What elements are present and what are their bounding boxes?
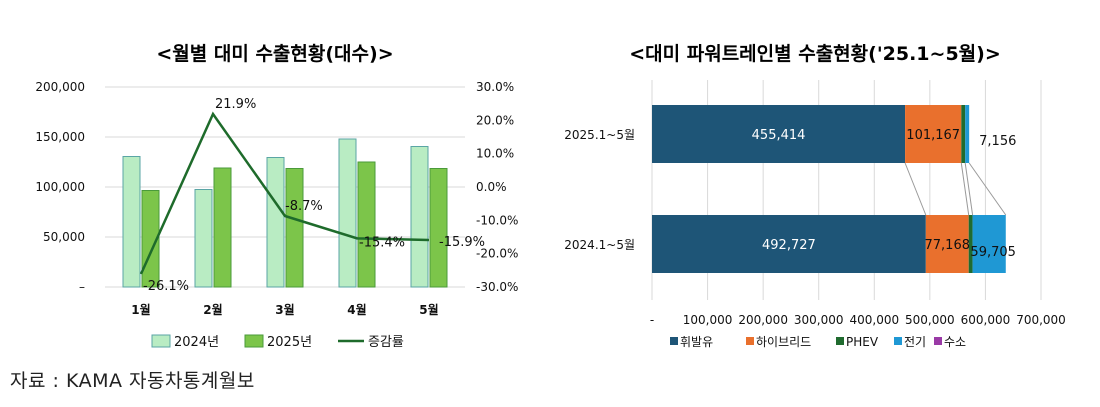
data-label: 77,168 [925, 238, 971, 253]
growth-rate-label: 21.9% [215, 97, 256, 112]
x-axis-tick: 100,000 [683, 313, 733, 327]
legend-label: PHEV [846, 335, 879, 349]
bar-전기-2024.1~5월 [972, 215, 1006, 273]
legend-swatch [894, 337, 902, 345]
growth-rate-line [139, 111, 430, 275]
left-axis-tick: – [79, 280, 85, 294]
x-axis-tick: 700,000 [1016, 313, 1066, 327]
growth-rate-label: -15.9% [439, 235, 485, 250]
monthly-export-chart: <월별 대미 수출현황(대수)> – 50,000 100,000 150,000 200… [35, 42, 518, 350]
x-axis-tick: 600,000 [961, 313, 1011, 327]
legend-swatch [746, 337, 754, 345]
bar-하이브리드-2024.1~5월 [925, 215, 969, 273]
data-label: 59,705 [970, 245, 1016, 260]
bar-2025년-5월 [429, 168, 448, 288]
right-axis-tick: 30.0% [476, 80, 514, 94]
bar-휘발유-2025.1~5월 [652, 105, 906, 163]
series-connector [960, 162, 970, 216]
legend-label: 하이브리드 [756, 335, 811, 349]
bar-2024년-2월 [194, 189, 213, 288]
legend-label: 증감률 [368, 335, 404, 350]
x-axis-tick: - [650, 313, 654, 327]
x-axis-tick: 5월 [419, 302, 438, 317]
growth-rate-label: -8.7% [285, 199, 323, 214]
x-axis-tick: 200,000 [738, 313, 788, 327]
series-connector [964, 162, 974, 216]
bar-PHEV-2024.1~5월 [968, 215, 973, 273]
left-axis-tick: 50,000 [43, 230, 85, 244]
series-connector [904, 162, 927, 216]
x-axis-tick: 300,000 [794, 313, 844, 327]
legend-swatch [244, 334, 264, 348]
x-axis-tick: 500,000 [905, 313, 955, 327]
data-label: 492,727 [762, 238, 816, 253]
series-connector [968, 162, 1007, 216]
right-axis-tick: -30.0% [476, 280, 518, 294]
right-axis-tick: 10.0% [476, 147, 514, 161]
legend-label: 전기 [904, 335, 926, 349]
bar-하이브리드-2025.1~5월 [905, 105, 962, 163]
left-axis-tick: 100,000 [35, 180, 85, 194]
legend-swatch [934, 337, 942, 345]
right-axis-tick: -20.0% [476, 247, 518, 261]
bar-2024년-5월 [410, 146, 429, 288]
right-axis-tick: 20.0% [476, 113, 514, 127]
bar-전기-2025.1~5월 [965, 105, 970, 163]
data-label: 455,414 [752, 128, 806, 143]
data-label: 7,156 [979, 134, 1016, 149]
x-axis-tick: 400,000 [849, 313, 899, 327]
y-axis-tick: 2025.1~5월 [564, 128, 635, 142]
x-axis-tick: 3월 [275, 302, 294, 317]
x-axis-tick: 2월 [203, 302, 222, 317]
chart2-title: <대미 파워트레인별 수출현황('25.1~5월)> [629, 42, 1001, 65]
legend-label: 2025년 [267, 335, 312, 350]
bar-2024년-3월 [266, 157, 285, 288]
growth-rate-label: -15.4% [359, 235, 405, 250]
growth-rate-label: -26.1% [143, 279, 189, 294]
right-axis-tick: -10.0% [476, 213, 518, 227]
bar-2024년-1월 [122, 156, 141, 288]
x-axis-tick: 1월 [131, 302, 150, 317]
legend-label: 수소 [944, 335, 966, 349]
left-axis-tick: 200,000 [35, 80, 85, 94]
bar-2025년-3월 [285, 168, 304, 288]
data-label: 101,167 [906, 128, 960, 143]
legend-swatch [836, 337, 844, 345]
bar-PHEV-2025.1~5월 [961, 105, 966, 163]
bar-2025년-2월 [213, 167, 232, 288]
legend-swatch [670, 337, 678, 345]
powertrain-export-chart: <대미 파워트레인별 수출현황('25.1~5월)> - 100,000 200,00… [564, 42, 1066, 349]
source-note: 자료 : KAMA 자동차통계월보 [10, 370, 255, 392]
right-axis-tick: 0.0% [476, 180, 507, 194]
bar-2025년-4월 [357, 161, 376, 288]
legend-label: 2024년 [174, 335, 219, 350]
legend-swatch [151, 334, 171, 348]
chart1-title: <월별 대미 수출현황(대수)> [156, 42, 393, 65]
bar-2024년-4월 [338, 138, 357, 288]
y-axis-tick: 2024.1~5월 [564, 238, 635, 252]
left-axis-tick: 150,000 [35, 130, 85, 144]
bar-휘발유-2024.1~5월 [652, 215, 926, 273]
legend-label: 휘발유 [680, 335, 713, 349]
x-axis-tick: 4월 [347, 302, 366, 317]
